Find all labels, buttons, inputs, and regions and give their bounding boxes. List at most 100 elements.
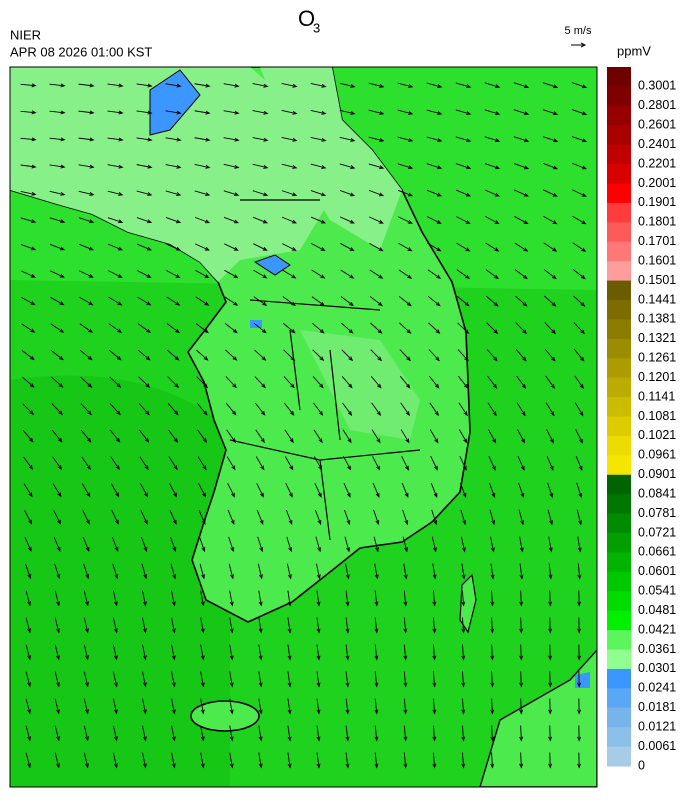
wind-arrow xyxy=(112,725,118,742)
wind-arrow xyxy=(110,456,120,471)
wind-arrow xyxy=(53,510,61,525)
wind-arrow xyxy=(577,752,582,769)
wind-arrow xyxy=(229,617,234,634)
wind-arrow xyxy=(137,296,152,306)
wind-arrow xyxy=(403,644,408,661)
wind-arrow xyxy=(141,590,147,607)
wind-arrow xyxy=(282,296,297,306)
wind-arrow xyxy=(426,82,443,88)
wind-arrow xyxy=(398,216,413,224)
wind-arrow xyxy=(167,403,179,416)
wind-arrow xyxy=(401,482,409,498)
colorbar-label: 0.0721 xyxy=(638,525,676,539)
wind-arrow xyxy=(112,752,118,769)
wind-arrow xyxy=(455,189,471,197)
wind-arrow xyxy=(108,349,122,361)
wind-arrow xyxy=(225,402,237,416)
wind-arrow xyxy=(341,322,354,334)
wind-arrow xyxy=(459,456,467,471)
wind-arrow xyxy=(171,590,176,607)
wind-arrow xyxy=(223,190,240,197)
wind-arrow xyxy=(571,162,588,170)
wind-arrow xyxy=(194,190,211,197)
wind-arrow xyxy=(461,725,466,742)
wind-arrow xyxy=(282,322,296,334)
wind-arrow xyxy=(316,725,321,742)
wind-arrow xyxy=(284,456,294,471)
wind-arrow xyxy=(341,376,353,389)
wind-arrow xyxy=(311,243,326,252)
wind-arrow xyxy=(544,295,557,307)
wind-arrow xyxy=(20,164,37,169)
wind-arrow xyxy=(369,216,384,224)
wind-arrow xyxy=(310,109,327,115)
wind-arrow xyxy=(571,109,588,116)
wind-arrow xyxy=(139,429,150,443)
wind-arrow xyxy=(397,136,414,142)
wind-arrow xyxy=(112,671,118,688)
wind-arrow xyxy=(256,483,264,498)
wind-arrow xyxy=(455,136,472,142)
wind-arrow xyxy=(374,617,379,634)
wind-arrow xyxy=(426,136,443,142)
wind-arrow xyxy=(20,191,37,196)
colorbar-swatch xyxy=(607,571,631,592)
wind-arrow xyxy=(427,242,442,252)
wind-arrow xyxy=(516,402,526,417)
wind-arrow xyxy=(460,536,466,553)
colorbar-swatch xyxy=(607,707,631,728)
wind-arrow xyxy=(194,137,211,142)
colorbar-label: 0.2801 xyxy=(638,98,676,112)
wind-arrow xyxy=(402,509,409,526)
colorbar-swatch xyxy=(607,377,631,398)
wind-arrow xyxy=(50,296,65,306)
wind-arrow xyxy=(107,110,124,115)
wind-arrow xyxy=(432,671,437,688)
wind-arrow xyxy=(107,243,123,251)
wind-arrow xyxy=(111,536,119,553)
wind-arrow xyxy=(457,349,469,362)
wind-arrow xyxy=(228,563,234,580)
wind-arrow xyxy=(80,403,92,416)
wind-arrow xyxy=(548,536,553,553)
colorbar-swatch xyxy=(607,513,631,534)
wind-arrow xyxy=(399,349,411,362)
wind-arrow xyxy=(340,269,355,279)
wind-arrow xyxy=(284,429,294,444)
wind-arrow xyxy=(25,752,31,769)
wind-arrow xyxy=(20,110,37,115)
colorbar: 0.3001 0.2801 0.2601 0.2401 0.2201 0.2001 0.19… xyxy=(607,67,676,772)
wind-arrow xyxy=(459,482,467,499)
wind-arrow xyxy=(252,216,269,224)
wind-arrow xyxy=(310,82,327,88)
wind-arrow xyxy=(224,323,238,334)
colorbar-swatch xyxy=(607,164,631,184)
wind-arrow xyxy=(513,189,529,197)
wind-arrow xyxy=(165,164,182,169)
wind-arrow xyxy=(54,671,60,688)
wind-arrow xyxy=(225,349,238,361)
wind-arrow xyxy=(281,137,298,142)
wind-arrow xyxy=(252,190,269,197)
wind-arrow xyxy=(432,644,437,661)
wind-arrow xyxy=(544,348,556,362)
colorbar-label: 0.1021 xyxy=(638,428,676,442)
wind-arrow xyxy=(25,617,31,634)
wind-arrow xyxy=(78,83,95,88)
wind-arrow xyxy=(345,563,350,580)
colorbar-swatch xyxy=(607,222,631,243)
wind-arrow xyxy=(542,136,559,143)
wind-arrow xyxy=(488,429,497,444)
wind-arrow xyxy=(137,349,151,361)
wind-arrow xyxy=(430,456,438,471)
wind-arrow xyxy=(577,644,582,661)
colorbar-label: 0.1441 xyxy=(638,292,676,306)
wind-arrow xyxy=(339,136,356,142)
wind-arrow xyxy=(227,509,235,525)
wind-arrow xyxy=(374,698,379,715)
wind-arrow xyxy=(252,137,269,142)
wind-arrow xyxy=(403,671,408,688)
wind-arrow xyxy=(548,698,553,715)
wind-arrow xyxy=(576,509,582,526)
wind-arrow xyxy=(165,243,181,251)
